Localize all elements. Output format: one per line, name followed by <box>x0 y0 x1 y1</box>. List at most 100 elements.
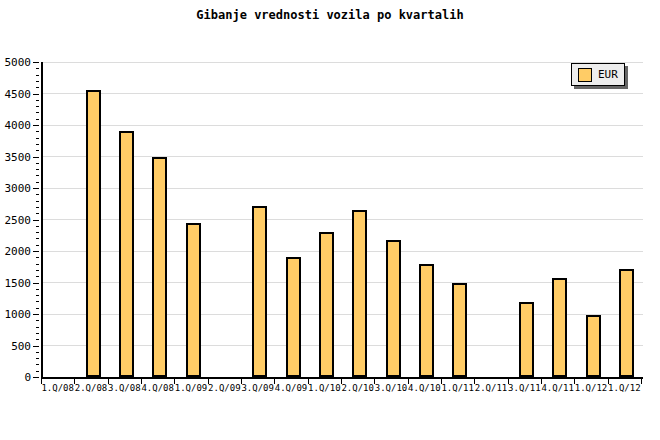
y-axis-label: 3000 <box>0 183 31 194</box>
bar <box>86 90 101 377</box>
y-axis-minor-tick <box>36 144 39 145</box>
y-axis-minor-tick <box>36 81 39 82</box>
bar <box>552 278 567 377</box>
y-axis-label: 1000 <box>0 309 31 320</box>
y-axis-minor-tick <box>36 301 39 302</box>
y-axis-minor-tick <box>36 245 39 246</box>
y-axis-minor-tick <box>36 68 39 69</box>
y-axis-minor-tick <box>36 257 39 258</box>
y-axis-minor-tick <box>36 119 39 120</box>
legend: EUR <box>571 63 625 86</box>
y-axis-tick <box>33 377 39 378</box>
y-axis-minor-tick <box>36 352 39 353</box>
gridline <box>43 62 643 63</box>
y-axis-minor-tick <box>36 150 39 151</box>
y-axis-minor-tick <box>36 264 39 265</box>
y-axis-minor-tick <box>36 213 39 214</box>
y-axis-tick <box>33 346 39 347</box>
y-axis-minor-tick <box>36 371 39 372</box>
y-axis-tick <box>33 283 39 284</box>
y-axis-minor-tick <box>36 100 39 101</box>
bar <box>286 257 301 377</box>
bar <box>186 223 201 377</box>
x-axis-label: 1.Q/08 <box>41 384 75 393</box>
y-axis-minor-tick <box>36 364 39 365</box>
y-axis-tick <box>33 220 39 221</box>
y-axis-tick <box>33 188 39 189</box>
y-axis-minor-tick <box>36 238 39 239</box>
y-axis-tick <box>33 314 39 315</box>
bar <box>619 269 634 377</box>
x-axis-label: 3.Q/11 <box>507 384 541 393</box>
y-axis-minor-tick <box>36 308 39 309</box>
gridline <box>43 125 643 126</box>
x-axis-label: 3.Q/09 <box>241 384 275 393</box>
y-axis-label: 0 <box>0 372 31 383</box>
y-axis-label: 2500 <box>0 215 31 226</box>
gridline <box>43 93 643 94</box>
y-axis-minor-tick <box>36 276 39 277</box>
y-axis-minor-tick <box>36 131 39 132</box>
y-axis-label: 1500 <box>0 278 31 289</box>
x-axis-label: 4.Q/09 <box>274 384 308 393</box>
y-axis-minor-tick <box>36 270 39 271</box>
x-axis-label: 4.Q/11 <box>541 384 575 393</box>
y-axis-minor-tick <box>36 358 39 359</box>
y-axis-tick <box>33 157 39 158</box>
y-axis-tick <box>33 251 39 252</box>
bar <box>352 210 367 377</box>
y-axis-minor-tick <box>36 182 39 183</box>
bar <box>586 315 601 377</box>
y-axis-minor-tick <box>36 226 39 227</box>
y-axis-minor-tick <box>36 194 39 195</box>
x-axis-label: 1.Q/11 <box>441 384 475 393</box>
x-axis-label: 4.Q/08 <box>141 384 175 393</box>
x-axis-label: 1.Q/12 <box>574 384 608 393</box>
x-axis-label: 1.Q/12 <box>607 384 641 393</box>
y-axis-label: 4000 <box>0 120 31 131</box>
y-axis-minor-tick <box>36 112 39 113</box>
bar <box>319 232 334 377</box>
bar <box>519 302 534 377</box>
y-axis-tick <box>33 62 39 63</box>
y-axis-minor-tick <box>36 333 39 334</box>
legend-label: EUR <box>598 69 618 80</box>
y-axis-minor-tick <box>36 207 39 208</box>
plot-area <box>41 62 643 379</box>
y-axis-minor-tick <box>36 87 39 88</box>
y-axis-label: 4500 <box>0 89 31 100</box>
y-axis-minor-tick <box>36 169 39 170</box>
y-axis-minor-tick <box>36 327 39 328</box>
chart-title: Gibanje vrednosti vozila po kvartalih <box>0 8 660 22</box>
y-axis-tick <box>33 94 39 95</box>
x-axis-label: 4.Q/10 <box>407 384 441 393</box>
bar <box>152 157 167 378</box>
y-axis-tick <box>33 125 39 126</box>
y-axis-label: 5000 <box>0 57 31 68</box>
y-axis-minor-tick <box>36 163 39 164</box>
y-axis-minor-tick <box>36 138 39 139</box>
x-axis-label: 2.Q/11 <box>474 384 508 393</box>
x-axis-label: 1.Q/09 <box>174 384 208 393</box>
y-axis-minor-tick <box>36 320 39 321</box>
bar <box>419 264 434 377</box>
y-axis-minor-tick <box>36 339 39 340</box>
y-axis-minor-tick <box>36 175 39 176</box>
x-axis-label: 3.Q/08 <box>107 384 141 393</box>
y-axis-minor-tick <box>36 75 39 76</box>
y-axis-minor-tick <box>36 201 39 202</box>
y-axis-minor-tick <box>36 232 39 233</box>
x-axis-label: 3.Q/10 <box>374 384 408 393</box>
x-axis-label: 2.Q/09 <box>207 384 241 393</box>
y-axis-minor-tick <box>36 289 39 290</box>
bar <box>252 206 267 377</box>
bar <box>119 131 134 377</box>
y-axis-label: 2000 <box>0 246 31 257</box>
x-axis-label: 1.Q/10 <box>307 384 341 393</box>
bar-chart: Gibanje vrednosti vozila po kvartalih 0 5… <box>0 0 660 440</box>
bar <box>386 240 401 377</box>
y-axis-minor-tick <box>36 295 39 296</box>
bar <box>452 283 467 378</box>
y-axis-minor-tick <box>36 106 39 107</box>
y-axis-label: 3500 <box>0 152 31 163</box>
